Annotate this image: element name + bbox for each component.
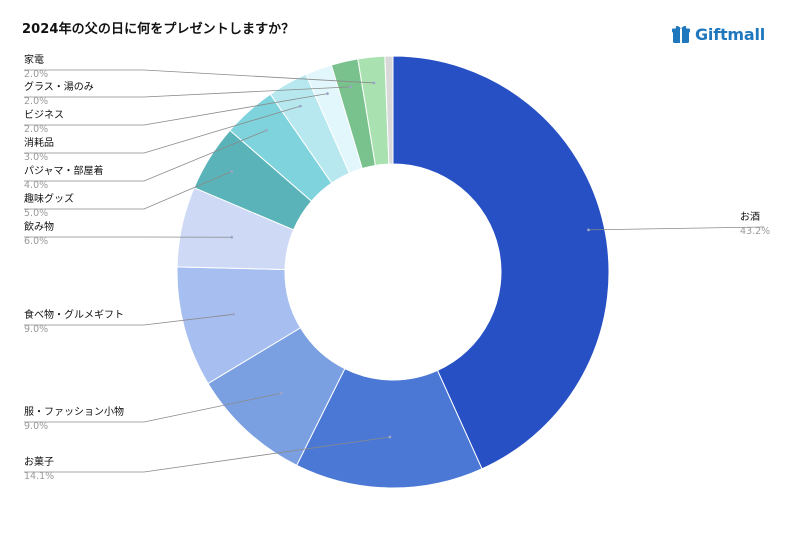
slice-percent: 4.0% bbox=[24, 180, 48, 191]
slice-label: グラス・湯のみ bbox=[24, 80, 94, 93]
leader-line bbox=[24, 436, 390, 473]
leader-dot bbox=[230, 235, 234, 239]
slice-percent: 14.1% bbox=[24, 471, 54, 482]
leader-dot bbox=[279, 391, 283, 395]
leader-dot bbox=[587, 228, 590, 232]
leader-line bbox=[588, 226, 765, 231]
slice-label: 家電 bbox=[24, 53, 44, 66]
giftmall-logo: Giftmall bbox=[672, 22, 765, 46]
leader-dot bbox=[388, 435, 392, 439]
slice-percent: 2.0% bbox=[24, 124, 48, 135]
slice-label: 服・ファッション小物 bbox=[24, 405, 124, 418]
leader-dot bbox=[348, 85, 352, 89]
leader-dot bbox=[298, 104, 302, 108]
slice-percent: 43.2% bbox=[740, 226, 770, 237]
slice-percent: 5.0% bbox=[24, 208, 48, 219]
leader-dot bbox=[232, 312, 235, 316]
donut-slice bbox=[392, 55, 610, 470]
leader-dot bbox=[372, 81, 376, 85]
slice-percent: 3.0% bbox=[24, 152, 48, 163]
donut-slice bbox=[384, 55, 394, 165]
chart-title: 2024年の父の日に何をプレゼントしますか？ bbox=[22, 22, 295, 37]
slice-percent: 2.0% bbox=[24, 69, 48, 80]
donut-labels: お酒 43.2% お菓子 14.1% 服・ファッション小物 9.0% 食べ物・グルメギフト 9… bbox=[24, 53, 770, 482]
slice-label: お酒 bbox=[740, 211, 760, 223]
slice-label: 食べ物・グルメギフト bbox=[24, 308, 124, 321]
logo-text: Giftmall bbox=[695, 24, 766, 44]
slice-label: お菓子 bbox=[24, 456, 54, 468]
slice-label: 飲み物 bbox=[24, 220, 54, 233]
leader-dot bbox=[264, 128, 268, 132]
slice-label: ビジネス bbox=[24, 109, 64, 121]
donut-slices bbox=[176, 55, 610, 489]
slice-label: パジャマ・部屋着 bbox=[24, 164, 104, 177]
leader-line bbox=[24, 69, 374, 84]
leader-dot bbox=[326, 92, 329, 96]
leader-line bbox=[24, 392, 282, 423]
slice-percent: 9.0% bbox=[24, 421, 48, 432]
leader-line bbox=[24, 129, 267, 182]
leader-line bbox=[24, 86, 351, 98]
slice-percent: 6.0% bbox=[24, 236, 48, 247]
slice-label: 消耗品 bbox=[24, 136, 54, 149]
leader-dot bbox=[230, 169, 234, 173]
gift-box-icon bbox=[672, 26, 690, 43]
leader-line bbox=[24, 105, 301, 154]
slice-percent: 2.0% bbox=[24, 96, 48, 107]
slice-percent: 9.0% bbox=[24, 324, 48, 335]
leader-line bbox=[24, 93, 328, 126]
leader-line bbox=[24, 170, 232, 210]
slice-label: 趣味グッズ bbox=[24, 192, 74, 205]
leader-line bbox=[24, 313, 234, 326]
